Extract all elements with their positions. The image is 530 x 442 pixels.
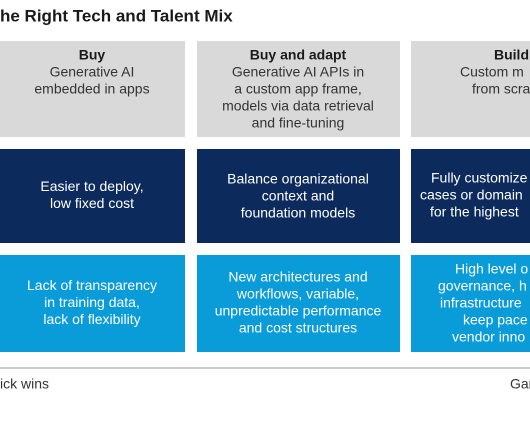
description-line: Generative AI <box>50 64 135 80</box>
description-box <box>411 41 530 137</box>
advantage-box <box>197 149 400 243</box>
description-line: from scra <box>472 81 530 97</box>
challenge-line: Lack of transparency <box>27 277 157 293</box>
challenge-line: vendor inno <box>452 329 525 345</box>
advantage-line: context and <box>262 188 334 204</box>
advantage-box <box>411 149 530 243</box>
challenge-line: lack of flexibility <box>43 311 140 327</box>
challenge-box <box>411 255 530 352</box>
advantage-line: Easier to deploy, <box>40 178 143 194</box>
column-header: Buy and adapt <box>250 47 347 63</box>
description-line: Generative AI APIs in <box>232 64 364 80</box>
description-line: a custom app frame, <box>234 81 362 97</box>
advantage-line: Balance organizational <box>227 171 369 187</box>
description-box <box>0 41 185 137</box>
description-line: models via data retrieval <box>222 98 374 114</box>
description-line: Custom m <box>460 64 524 80</box>
challenge-line: in training data, <box>44 294 140 310</box>
challenge-box <box>0 255 185 352</box>
advantage-line: cases or domain <box>420 187 523 203</box>
advantage-line: for the highest <box>430 204 519 220</box>
description-line: and fine-tuning <box>252 115 345 131</box>
challenge-line: workflows, variable, <box>236 286 359 302</box>
axis-right-label: Gar <box>510 376 530 392</box>
axis-left-label: ick wins <box>0 376 49 392</box>
challenge-line: High level o <box>455 261 528 277</box>
challenge-line: keep pace <box>463 312 528 328</box>
challenge-line: governance, h <box>438 278 527 294</box>
challenge-box <box>197 255 400 352</box>
advantage-line: Fully customize <box>431 170 528 186</box>
challenge-line: infrastructure <box>440 295 522 311</box>
advantage-box <box>0 149 185 243</box>
description-line: embedded in apps <box>34 81 149 97</box>
advantage-line: foundation models <box>241 205 355 221</box>
description-box <box>197 41 400 137</box>
advantage-line: low fixed cost <box>50 195 134 211</box>
challenge-line: unpredictable performance <box>215 303 382 319</box>
challenge-line: New architectures and <box>228 269 367 285</box>
title: he Right Tech and Talent Mix <box>0 6 233 25</box>
column-header: Build <box>494 47 529 63</box>
challenge-line: and cost structures <box>239 320 357 336</box>
column-header: Buy <box>79 47 106 63</box>
